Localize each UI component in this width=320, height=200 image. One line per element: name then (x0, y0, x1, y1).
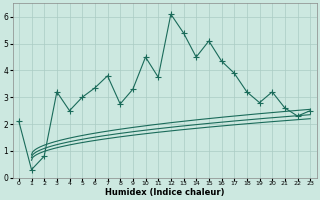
X-axis label: Humidex (Indice chaleur): Humidex (Indice chaleur) (105, 188, 224, 197)
